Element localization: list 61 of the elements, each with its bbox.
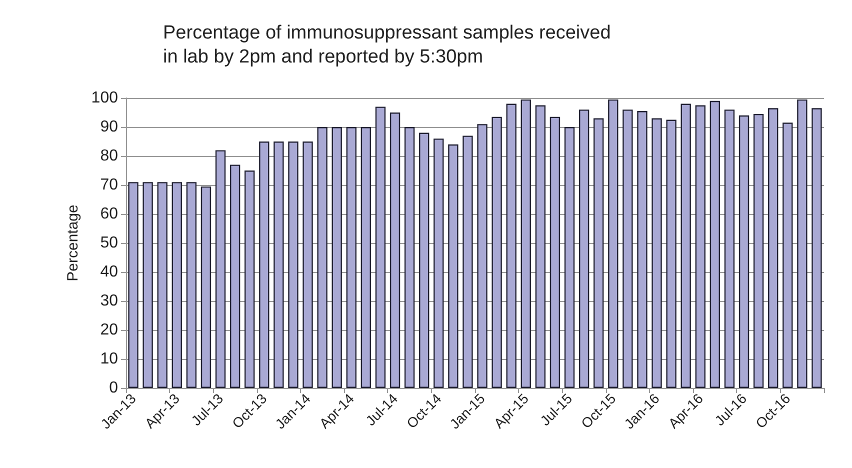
bar [360,127,372,388]
bar [346,127,356,388]
bar [797,99,808,388]
bar [637,111,648,388]
y-tick-label: 70 [100,176,118,194]
y-tick-label: 30 [100,292,118,310]
bar [782,122,793,388]
bar [462,136,473,388]
y-tick-label: 10 [100,350,118,368]
bar [477,124,488,388]
bar [302,142,313,388]
bar [753,114,764,388]
bar [230,164,240,388]
bar [520,99,531,388]
bar [652,118,662,388]
bar [274,142,284,388]
y-tick-label: 90 [100,118,118,136]
y-tick-label: 40 [100,264,118,280]
bar [434,138,444,388]
bar [550,116,560,388]
bar [578,110,590,388]
bar [332,127,342,388]
bar [142,182,153,388]
bar [186,182,197,388]
bar [710,100,720,388]
bar [695,105,706,388]
bar [215,150,226,388]
bar [288,142,298,388]
bar [317,127,328,388]
bar [622,110,633,388]
bar [738,115,750,388]
y-tick-label: 80 [100,148,118,164]
bar [244,170,255,388]
bar [812,108,822,388]
bar [768,108,778,388]
bar [492,116,502,388]
bar [200,186,212,388]
y-tick-label: 50 [100,234,118,252]
bar [608,99,618,388]
bar [390,112,400,388]
bar [564,127,575,388]
bar [506,104,516,388]
y-tick-label: 100 [91,90,118,106]
bar [419,132,430,388]
y-tick-label: 0 [109,380,118,396]
bar [259,142,270,388]
y-tick-label: 20 [100,322,118,338]
bar [375,106,386,388]
chart-title: Percentage of immunosuppressant samples received in lab by 2pm and reported by 5:30pm [163,22,611,68]
bar [128,182,138,388]
bar [448,144,458,388]
y-tick-label: 60 [100,206,118,222]
bar [594,118,604,388]
bar [535,105,546,388]
bar [404,127,415,388]
bar [157,182,168,388]
y-axis-title: Percentage [64,204,82,282]
bar [680,104,691,388]
bar [666,120,676,388]
bar [724,110,735,388]
bar [172,182,182,388]
